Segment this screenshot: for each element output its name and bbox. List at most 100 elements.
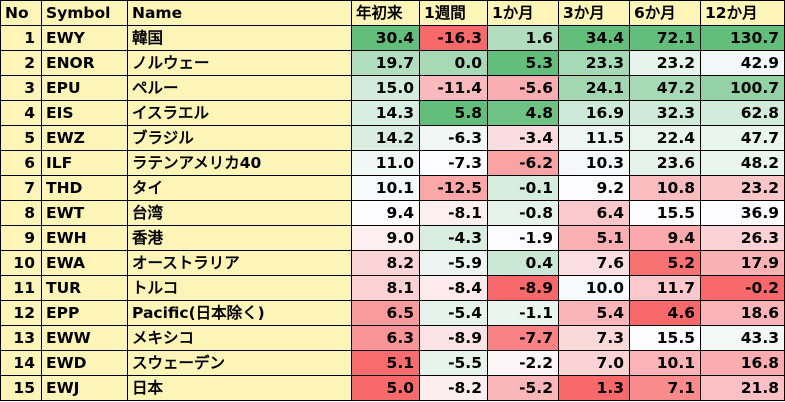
value-cell-12m: 48.2 [700, 150, 785, 176]
value-cell-1w: -5.4 [419, 300, 488, 326]
value-cell-1m: -7.7 [487, 325, 559, 351]
value-cell-1m: -1.1 [487, 300, 559, 326]
value-cell-6m: 7.1 [629, 375, 701, 401]
value-cell-1m: -8.9 [487, 275, 559, 301]
symbol-cell: EWH [41, 225, 128, 251]
value-cell-3m: 24.1 [558, 75, 630, 101]
symbol-cell: EWJ [41, 375, 128, 401]
value-cell-1w: -8.9 [419, 325, 488, 351]
table-row: 1 EWY 韓国 30.4 -16.3 1.6 34.4 72.1 130.7 [0, 25, 785, 51]
name-cell: トルコ [127, 275, 352, 301]
value-cell-1w: -5.5 [419, 350, 488, 376]
symbol-cell: EWA [41, 250, 128, 276]
table-row: 7 THD タイ 10.1 -12.5 -0.1 9.2 10.8 23.2 [0, 175, 785, 201]
value-cell-6m: 72.1 [629, 25, 701, 51]
symbol-cell: EWD [41, 350, 128, 376]
table-row: 13 EWW メキシコ 6.3 -8.9 -7.7 7.3 15.5 43.3 [0, 325, 785, 351]
value-cell-ytd: 8.1 [351, 275, 420, 301]
value-cell-12m: 130.7 [700, 25, 785, 51]
value-cell-3m: 6.4 [558, 200, 630, 226]
symbol-cell: ENOR [41, 50, 128, 76]
table-row: 2 ENOR ノルウェー 19.7 0.0 5.3 23.3 23.2 42.9 [0, 50, 785, 76]
value-cell-3m: 5.1 [558, 225, 630, 251]
name-cell: イスラエル [127, 100, 352, 126]
value-cell-3m: 1.3 [558, 375, 630, 401]
value-cell-ytd: 11.0 [351, 150, 420, 176]
value-cell-12m: 42.9 [700, 50, 785, 76]
value-cell-1w: 0.0 [419, 50, 488, 76]
header-symbol: Symbol [41, 0, 128, 26]
value-cell-3m: 34.4 [558, 25, 630, 51]
header-12m: 12か月 [700, 0, 785, 26]
row-number: 11 [0, 275, 42, 301]
value-cell-3m: 10.0 [558, 275, 630, 301]
value-cell-1w: -6.3 [419, 125, 488, 151]
symbol-cell: ILF [41, 150, 128, 176]
value-cell-1m: -0.1 [487, 175, 559, 201]
header-ytd: 年初来 [351, 0, 420, 26]
value-cell-ytd: 6.5 [351, 300, 420, 326]
name-cell: ペルー [127, 75, 352, 101]
header-1m: 1か月 [487, 0, 559, 26]
name-cell: Pacific(日本除く) [127, 300, 352, 326]
value-cell-6m: 23.6 [629, 150, 701, 176]
symbol-cell: EIS [41, 100, 128, 126]
name-cell: ブラジル [127, 125, 352, 151]
value-cell-1w: -11.4 [419, 75, 488, 101]
table-row: 6 ILF ラテンアメリカ40 11.0 -7.3 -6.2 10.3 23.6 48.2 [0, 150, 785, 176]
symbol-cell: EWY [41, 25, 128, 51]
value-cell-1w: 5.8 [419, 100, 488, 126]
value-cell-3m: 7.6 [558, 250, 630, 276]
value-cell-ytd: 5.0 [351, 375, 420, 401]
value-cell-1m: -5.2 [487, 375, 559, 401]
name-cell: オーストラリア [127, 250, 352, 276]
table-row: 10 EWA オーストラリア 8.2 -5.9 0.4 7.6 5.2 17.9 [0, 250, 785, 276]
value-cell-ytd: 5.1 [351, 350, 420, 376]
row-number: 1 [0, 25, 42, 51]
value-cell-6m: 10.1 [629, 350, 701, 376]
table-row: 11 TUR トルコ 8.1 -8.4 -8.9 10.0 11.7 -0.2 [0, 275, 785, 301]
value-cell-6m: 32.3 [629, 100, 701, 126]
value-cell-12m: 62.8 [700, 100, 785, 126]
value-cell-12m: 16.8 [700, 350, 785, 376]
row-number: 12 [0, 300, 42, 326]
value-cell-6m: 22.4 [629, 125, 701, 151]
value-cell-1w: -8.1 [419, 200, 488, 226]
value-cell-1m: -6.2 [487, 150, 559, 176]
symbol-cell: EPU [41, 75, 128, 101]
value-cell-12m: 21.8 [700, 375, 785, 401]
header-3m: 3か月 [558, 0, 630, 26]
value-cell-1w: -8.2 [419, 375, 488, 401]
value-cell-12m: 43.3 [700, 325, 785, 351]
table-row: 4 EIS イスラエル 14.3 5.8 4.8 16.9 32.3 62.8 [0, 100, 785, 126]
value-cell-ytd: 10.1 [351, 175, 420, 201]
value-cell-12m: 17.9 [700, 250, 785, 276]
value-cell-1w: -12.5 [419, 175, 488, 201]
name-cell: 日本 [127, 375, 352, 401]
value-cell-1m: 1.6 [487, 25, 559, 51]
table-row: 3 EPU ペルー 15.0 -11.4 -5.6 24.1 47.2 100.7 [0, 75, 785, 101]
value-cell-ytd: 9.0 [351, 225, 420, 251]
symbol-cell: EPP [41, 300, 128, 326]
value-cell-3m: 7.0 [558, 350, 630, 376]
name-cell: 台湾 [127, 200, 352, 226]
value-cell-3m: 7.3 [558, 325, 630, 351]
symbol-cell: EWW [41, 325, 128, 351]
table-row: 14 EWD スウェーデン 5.1 -5.5 -2.2 7.0 10.1 16.8 [0, 350, 785, 376]
header-no: No [0, 0, 42, 26]
name-cell: ノルウェー [127, 50, 352, 76]
value-cell-ytd: 15.0 [351, 75, 420, 101]
name-cell: スウェーデン [127, 350, 352, 376]
value-cell-3m: 23.3 [558, 50, 630, 76]
value-cell-1w: -5.9 [419, 250, 488, 276]
value-cell-ytd: 30.4 [351, 25, 420, 51]
value-cell-3m: 16.9 [558, 100, 630, 126]
value-cell-6m: 15.5 [629, 200, 701, 226]
header-name: Name [127, 0, 352, 26]
value-cell-1w: -8.4 [419, 275, 488, 301]
value-cell-6m: 5.2 [629, 250, 701, 276]
row-number: 15 [0, 375, 42, 401]
value-cell-1m: -1.9 [487, 225, 559, 251]
value-cell-6m: 47.2 [629, 75, 701, 101]
